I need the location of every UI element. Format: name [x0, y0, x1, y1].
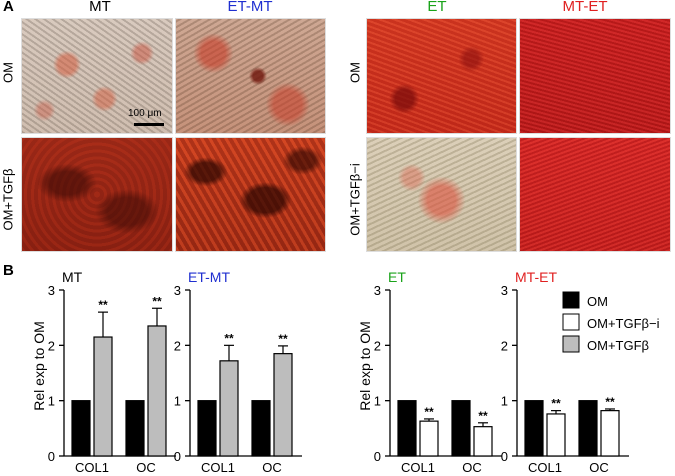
micrograph-et-mt-om: [175, 18, 326, 134]
y-tick-label: 1: [501, 394, 508, 409]
scale-bar: [134, 123, 164, 126]
y-tick-label: 0: [374, 449, 381, 464]
bar-om-tgf-i-oc: [473, 426, 493, 457]
y-tick-label: 2: [374, 338, 381, 353]
x-tick-label: OC: [262, 460, 282, 475]
micrograph-mt-et-om: [519, 18, 671, 134]
bar-om-oc: [578, 400, 598, 457]
significance-label: **: [605, 395, 615, 409]
x-tick-label: COL1: [201, 460, 235, 475]
y-tick-label: 2: [48, 338, 55, 353]
col-title-mt-et: MT-ET: [562, 0, 608, 15]
chart-title: MT: [62, 269, 83, 285]
chart-title: ET-MT: [188, 269, 230, 285]
col-title-et: ET: [427, 0, 447, 15]
chart-et: ET 0 1 2 3 ** COL1 ** OC: [374, 269, 502, 475]
micrograph-et-mt-tgfb: [175, 137, 326, 252]
bar-om-tgf--col1: [93, 336, 113, 457]
significance-label: **: [278, 332, 288, 346]
legend-label-om: OM: [587, 294, 608, 309]
y-tick-label: 1: [48, 394, 55, 409]
significance-label: **: [98, 298, 108, 312]
bar-om-col1: [524, 400, 544, 457]
bar-om-tgf-i-col1: [546, 413, 566, 457]
x-tick-label: OC: [589, 460, 609, 475]
significance-label: **: [424, 405, 434, 419]
micrograph-mt-et-tgfbi: [519, 137, 671, 252]
x-tick-label: OC: [462, 460, 482, 475]
legend-swatch-tgfbi: [562, 313, 580, 331]
micrograph-et-tgfbi: [366, 137, 517, 252]
legend-swatch-om: [562, 291, 580, 309]
bar-om-oc: [451, 400, 471, 457]
micrograph-mt-om: 100 μm: [21, 18, 173, 134]
x-tick-label: OC: [136, 460, 156, 475]
scale-bar-label: 100 μm: [128, 108, 162, 119]
x-tick-label: COL1: [528, 460, 562, 475]
chart-title: ET: [388, 269, 406, 285]
bar-om-col1: [197, 400, 217, 457]
y-tick-label: 0: [48, 449, 55, 464]
significance-label: **: [224, 331, 234, 345]
legend: OM OM+TGFβ−i OM+TGFβ: [562, 291, 660, 353]
bar-om-oc: [251, 400, 271, 457]
y-tick-label: 2: [501, 338, 508, 353]
col-title-et-mt: ET-MT: [227, 0, 273, 15]
y-tick-label: 0: [174, 449, 181, 464]
ylabel-left: Rel exp to OM: [31, 321, 47, 410]
y-tick-label: 3: [374, 283, 381, 298]
y-tick-label: 3: [48, 283, 55, 298]
significance-label: **: [551, 397, 561, 411]
bar-om-tgf-i-oc: [600, 410, 620, 457]
chart-title: MT-ET: [515, 269, 557, 285]
panel-a-letter: A: [3, 0, 14, 15]
bar-om-tgf--col1: [219, 360, 239, 457]
y-tick-label: 3: [174, 283, 181, 298]
bar-om-tgf-i-col1: [419, 420, 439, 457]
y-tick-label: 1: [174, 394, 181, 409]
chart-mt-et: MT-ET 0 1 2 3 ** COL1 ** OC: [501, 269, 629, 475]
x-tick-label: COL1: [75, 460, 109, 475]
ylabel-right: Rel exp to OM: [357, 321, 373, 410]
chart-et-mt: ET-MT 0 1 2 3 ** COL1 ** OC: [174, 269, 302, 475]
legend-swatch-tgfb: [562, 335, 580, 353]
y-tick-label: 3: [501, 283, 508, 298]
significance-label: **: [152, 294, 162, 308]
bar-om-col1: [397, 400, 417, 457]
x-tick-label: COL1: [401, 460, 435, 475]
chart-mt: MT 0 1 2 3 ** COL1 ** OC: [48, 269, 176, 475]
legend-label-tgfb: OM+TGFβ: [587, 338, 649, 353]
bar-om-oc: [125, 400, 145, 457]
legend-label-tgfbi: OM+TGFβ−i: [587, 316, 660, 331]
col-title-mt: MT: [89, 0, 111, 15]
y-tick-label: 2: [174, 338, 181, 353]
panel-b-letter: B: [3, 262, 14, 279]
bar-om-tgf--oc: [273, 353, 293, 457]
bar-om-tgf--oc: [147, 325, 167, 457]
micrograph-et-om: [366, 18, 517, 134]
micrograph-mt-tgfb: [21, 137, 173, 252]
y-tick-label: 0: [501, 449, 508, 464]
y-tick-label: 1: [374, 394, 381, 409]
significance-label: **: [478, 409, 488, 423]
bar-om-col1: [71, 400, 91, 457]
